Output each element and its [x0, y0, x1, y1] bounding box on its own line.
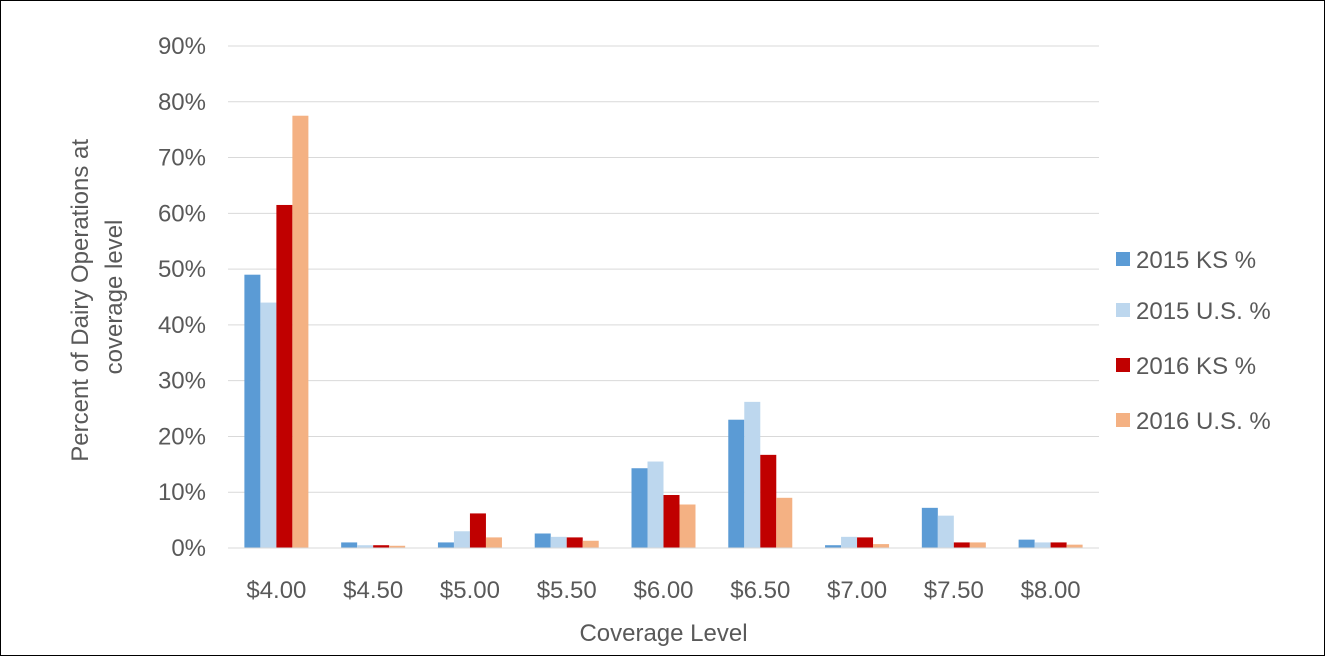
y-tick-label: 20%	[158, 423, 206, 450]
legend-label: 2016 KS %	[1136, 353, 1256, 380]
bar-2015-u-s-6	[841, 536, 858, 548]
y-tick-label: 60%	[158, 200, 206, 227]
bar-2016-u-s-5	[776, 497, 793, 548]
bar-2015-ks-1	[341, 542, 358, 548]
x-tick-label: $4.50	[343, 577, 403, 604]
y-tick-label: 0%	[171, 535, 206, 562]
y-axis-title-line-1: Percent of Dairy Operations at	[67, 139, 94, 462]
bar-2016-ks-4	[663, 495, 680, 548]
x-tick-label: $7.50	[924, 577, 984, 604]
x-tick-label: $5.00	[440, 577, 500, 604]
bar-2016-u-s-0	[292, 115, 309, 548]
bar-2016-ks-1	[373, 545, 390, 548]
x-axis-title: Coverage Level	[579, 620, 747, 647]
y-tick-label: 70%	[158, 145, 206, 172]
bars	[244, 115, 1083, 548]
x-tick-label: $6.50	[730, 577, 790, 604]
y-tick-label: 90%	[158, 33, 206, 60]
y-axis-title: Percent of Dairy Operations at coverage …	[67, 132, 128, 462]
y-tick-label: 40%	[158, 312, 206, 339]
bar-2016-ks-5	[760, 454, 777, 548]
bar-2016-ks-8	[1050, 542, 1067, 548]
bar-2015-ks-7	[921, 507, 938, 548]
y-tick-label: 10%	[158, 479, 206, 506]
y-axis-tick-labels: 0% 10% 20% 30% 40% 50% 60% 70% 80% 90%	[158, 33, 206, 562]
x-axis-tick-labels: $4.00 $4.50 $5.00 $5.50 $6.00 $6.50 $7.00 $7.50…	[246, 577, 1080, 604]
bar-2015-u-s-8	[1034, 542, 1051, 548]
legend-label: 2015 KS %	[1136, 247, 1256, 274]
bar-2016-u-s-6	[873, 544, 890, 548]
bar-2015-u-s-3	[550, 536, 567, 548]
bar-2015-u-s-1	[357, 545, 374, 548]
bar-2015-u-s-7	[937, 515, 954, 548]
x-tick-label: $5.50	[537, 577, 597, 604]
legend-label: 2016 U.S. %	[1136, 408, 1271, 435]
bar-2015-ks-0	[244, 274, 261, 548]
bar-2015-u-s-5	[744, 401, 761, 548]
bar-2016-ks-0	[276, 204, 293, 548]
bar-2015-ks-8	[1018, 539, 1035, 548]
y-tick-label: 50%	[158, 256, 206, 283]
bar-2016-u-s-8	[1066, 544, 1083, 548]
legend-swatch	[1116, 303, 1130, 317]
x-tick-label: $4.00	[246, 577, 306, 604]
bar-2015-u-s-2	[453, 531, 470, 548]
bar-2016-u-s-2	[485, 537, 502, 548]
y-tick-label: 30%	[158, 368, 206, 395]
bar-2015-ks-2	[437, 542, 454, 548]
y-axis-title-line-2: coverage level	[101, 220, 128, 375]
legend-label: 2015 U.S. %	[1136, 298, 1271, 325]
x-tick-label: $6.00	[633, 577, 693, 604]
legend-swatch	[1116, 413, 1130, 427]
x-tick-label: $7.00	[827, 577, 887, 604]
bar-2015-u-s-0	[260, 302, 277, 548]
bar-2016-u-s-4	[679, 504, 696, 548]
bar-2016-ks-7	[953, 542, 970, 548]
legend: 2015 KS % 2015 U.S. % 2016 KS % 2016 U.S. %	[1116, 247, 1271, 435]
bar-2015-ks-4	[631, 468, 648, 548]
gridlines	[228, 45, 1099, 493]
bar-2016-u-s-3	[582, 540, 599, 548]
bar-2015-ks-6	[825, 545, 842, 548]
bar-2016-ks-6	[857, 537, 874, 548]
bar-2016-u-s-1	[389, 545, 406, 548]
bar-2016-ks-2	[469, 513, 486, 548]
bar-2015-ks-5	[728, 419, 745, 548]
legend-swatch	[1116, 252, 1130, 266]
x-tick-label: $8.00	[1021, 577, 1081, 604]
y-tick-label: 80%	[158, 89, 206, 116]
bar-2015-u-s-4	[647, 461, 664, 548]
bar-2016-u-s-7	[969, 542, 986, 548]
bar-2015-ks-3	[534, 533, 551, 548]
bar-2016-ks-3	[566, 537, 583, 548]
legend-swatch	[1116, 358, 1130, 372]
